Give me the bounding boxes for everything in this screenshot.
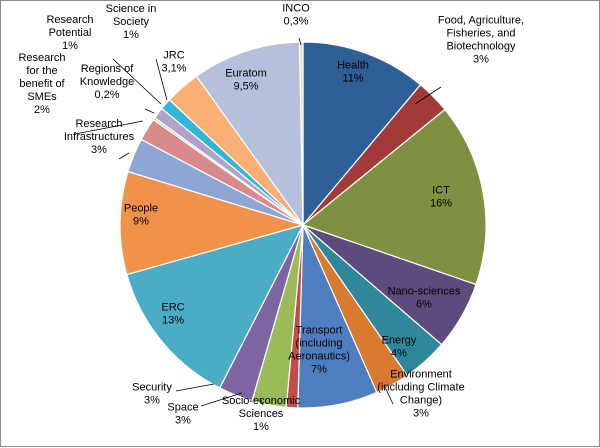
label-line: ERC bbox=[161, 302, 184, 314]
label-line: 3% bbox=[91, 144, 107, 156]
label-research: Research Infrastructures 3% bbox=[64, 118, 135, 156]
label-line: Research bbox=[46, 14, 93, 26]
label-line: 3% bbox=[144, 395, 160, 407]
label-line: Potential bbox=[49, 27, 92, 39]
label-euratom: Euratom 9,5% bbox=[225, 68, 267, 93]
label-line: Space bbox=[167, 402, 198, 414]
label-socio-economic: Socio-economic Sciences 1% bbox=[222, 395, 301, 433]
label-line: Science in bbox=[106, 3, 157, 15]
label-security: Security 3% bbox=[132, 382, 172, 407]
label-line: (including Climate bbox=[377, 382, 464, 394]
label-line: 9% bbox=[133, 216, 149, 228]
label-science-in: Science in Society 1% bbox=[106, 3, 157, 41]
label-line: Research bbox=[75, 118, 122, 130]
label-line: People bbox=[124, 203, 158, 215]
label-line: 7% bbox=[311, 364, 327, 376]
slice-health bbox=[302, 41, 422, 227]
label-line: Society bbox=[113, 16, 150, 28]
label-line: 0,2% bbox=[94, 89, 119, 101]
label-environment: Environment (including Climate Change) 3% bbox=[377, 369, 464, 420]
label-line: Environment bbox=[390, 369, 452, 381]
label-line: 1% bbox=[253, 421, 269, 433]
label-line: 0,3% bbox=[283, 16, 308, 28]
leader-line-regions-of bbox=[144, 108, 155, 114]
label-line: Security bbox=[132, 382, 172, 394]
leader-line-research bbox=[118, 152, 130, 160]
label-line: 6% bbox=[416, 299, 432, 311]
label-line: SMEs bbox=[27, 91, 57, 103]
label-health: Health 11% bbox=[337, 60, 369, 85]
label-line: 9,5% bbox=[233, 81, 258, 93]
label-line: ICT bbox=[432, 185, 450, 197]
label-line: 11% bbox=[342, 73, 363, 85]
label-line: Food, Agriculture, bbox=[438, 15, 524, 27]
label-energy: Energy 4% bbox=[382, 335, 417, 360]
label-line: Infrastructures bbox=[64, 131, 135, 143]
label-line: Aeronautics) bbox=[288, 351, 350, 363]
slice-inco bbox=[298, 41, 304, 226]
label-nano-sciences: Nano-sciences 6% bbox=[388, 286, 461, 311]
label-line: Knowledge bbox=[80, 76, 134, 88]
label-people: People 9% bbox=[124, 203, 158, 228]
label-line: Socio-economic bbox=[222, 395, 301, 407]
label-line: 4% bbox=[391, 348, 407, 360]
leader-line-food-agriculture bbox=[414, 86, 442, 105]
label-line: 3% bbox=[175, 415, 191, 427]
label-inco: INCO 0,3% bbox=[282, 3, 310, 28]
label-space: Space 3% bbox=[167, 402, 198, 427]
label-line: Transport bbox=[296, 325, 343, 337]
label-ict: ICT 16% bbox=[430, 185, 452, 210]
slice-labels: Health 11% Food, Agriculture, Fisheries, an… bbox=[18, 3, 524, 434]
label-line: Biotechnology bbox=[446, 41, 516, 53]
label-line: Euratom bbox=[225, 68, 267, 80]
label-line: Health bbox=[337, 60, 369, 72]
leader-line-inco bbox=[298, 37, 302, 46]
leader-line-space bbox=[200, 392, 243, 407]
label-transport: Transport (including Aeronautics) 7% bbox=[288, 325, 350, 376]
label-line: Energy bbox=[382, 335, 417, 347]
label-erc: ERC 13% bbox=[161, 302, 184, 327]
leader-line-research bbox=[112, 58, 162, 105]
label-line: (including bbox=[295, 338, 342, 350]
label-line: Change) bbox=[400, 395, 442, 407]
label-line: Research bbox=[18, 52, 65, 64]
label-regions-of: Regions of Knowledge 0,2% bbox=[80, 63, 134, 101]
label-line: 3,1% bbox=[161, 63, 186, 75]
leader-line-socio-economic bbox=[259, 397, 264, 406]
label-jrc: JRC 3,1% bbox=[161, 50, 186, 75]
leader-line-security bbox=[175, 383, 215, 392]
label-line: Nano-sciences bbox=[388, 286, 461, 298]
label-research: Research for the benefit of SMEs 2% bbox=[18, 52, 65, 116]
leader-line-science-in bbox=[155, 58, 168, 101]
slice-euratom bbox=[195, 41, 304, 227]
slice-people bbox=[119, 170, 306, 276]
label-line: 2% bbox=[34, 104, 50, 116]
label-food-agriculture: Food, Agriculture, Fisheries, and Biotechn… bbox=[438, 15, 524, 66]
label-line: 3% bbox=[473, 54, 489, 66]
label-line: 16% bbox=[430, 198, 452, 210]
label-line: INCO bbox=[282, 3, 310, 15]
label-line: 1% bbox=[62, 40, 78, 52]
label-line: Regions of bbox=[81, 63, 135, 75]
slice-ict bbox=[301, 108, 487, 286]
leader-line-research bbox=[74, 120, 144, 135]
label-line: Fisheries, and bbox=[446, 28, 515, 40]
label-line: Sciences bbox=[239, 408, 284, 420]
label-research: Research Potential 1% bbox=[46, 14, 93, 52]
label-line: 13% bbox=[162, 315, 184, 327]
label-line: 3% bbox=[413, 408, 429, 420]
label-line: JRC bbox=[163, 50, 184, 62]
label-line: benefit of bbox=[19, 78, 65, 90]
label-line: for the bbox=[26, 65, 57, 77]
slice-erc bbox=[126, 224, 305, 389]
pie-slices bbox=[119, 41, 487, 409]
label-line: 1% bbox=[123, 29, 139, 41]
leader-line-environment bbox=[383, 384, 394, 405]
